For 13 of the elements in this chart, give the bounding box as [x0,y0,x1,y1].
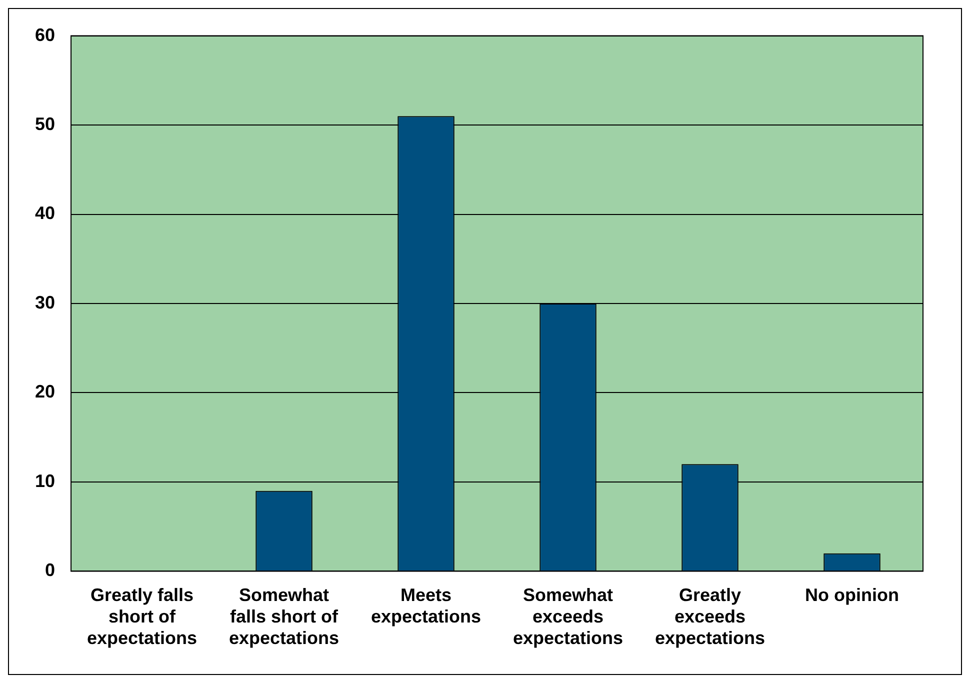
y-tick-label: 10 [34,470,56,491]
y-tick-label: 20 [34,382,56,402]
y-tick-label: 30 [34,292,56,312]
y-tick-label: 50 [34,114,56,134]
y-tick-label: 60 [34,24,56,45]
y-tick-label: 0 [45,560,56,580]
x-tick-label: Greatly falls short of expectations [86,584,198,648]
x-tick-label: Meets expectations [370,584,482,627]
x-tick-label: No opinion [805,584,899,605]
x-tick-label: Somewhat falls short of expectations [228,584,340,648]
x-tick-label: Greatly exceeds expectations [654,584,766,648]
x-tick-label: Somewhat exceeds expectations [512,584,624,648]
y-tick-label: 40 [34,203,56,224]
